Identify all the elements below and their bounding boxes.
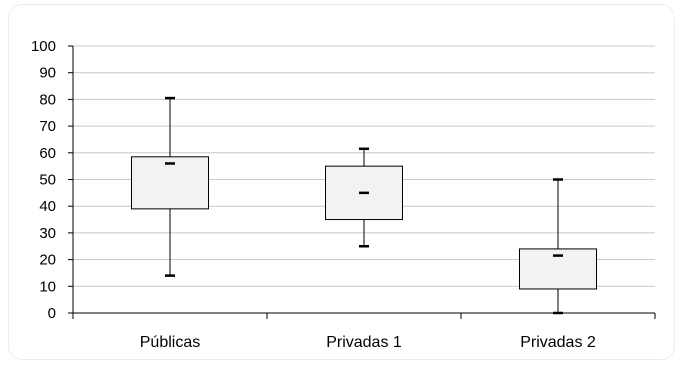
x-category-label: Públicas <box>140 334 200 351</box>
y-tick-label: 50 <box>39 172 56 189</box>
y-tick-label: 30 <box>39 225 56 242</box>
y-tick-label: 100 <box>31 38 56 55</box>
y-tick-label: 40 <box>39 198 56 215</box>
x-category-label: Privadas 1 <box>326 334 402 351</box>
boxes <box>131 96 597 315</box>
y-tick-label: 70 <box>39 118 56 135</box>
box-2 <box>325 147 403 248</box>
y-tick-label: 20 <box>39 252 56 269</box>
y-tick-label: 0 <box>48 305 56 322</box>
y-tick-label: 80 <box>39 91 56 108</box>
y-tick-labels: 0 10 20 30 40 50 60 70 80 90 100 <box>31 38 56 322</box>
y-tick-label: 10 <box>39 278 56 295</box>
y-tick-label: 90 <box>39 65 56 82</box>
y-tick-label: 60 <box>39 145 56 162</box>
box-rect <box>131 156 209 210</box>
box-1 <box>131 96 209 277</box>
x-category-label: Privadas 2 <box>520 334 596 351</box>
box-3 <box>519 178 597 315</box>
x-category-labels: Públicas Privadas 1 Privadas 2 <box>140 334 596 351</box>
